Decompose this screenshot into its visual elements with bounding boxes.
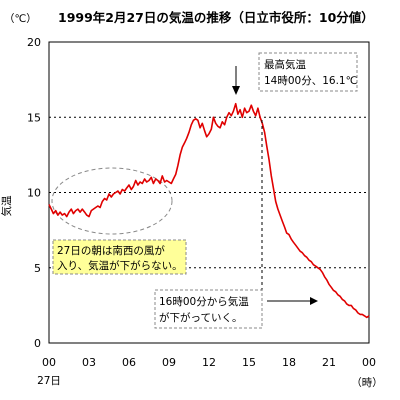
morning-annotation-line2: 入り、気温が下がらない。: [57, 259, 183, 272]
x-tick-label: 00: [362, 356, 376, 369]
y-unit-label: （℃）: [4, 13, 37, 25]
x-tick-label: 21: [322, 356, 336, 369]
max-arrow-icon: [232, 66, 240, 95]
x-tick-label: 09: [162, 356, 176, 369]
x-unit-label: （時）: [351, 377, 383, 389]
drop-annotation: 16時00分から気温 が下がっていく。: [154, 289, 263, 329]
drop-annotation-line2: が下がっていく。: [159, 311, 242, 324]
y-axis-label: 気温: [0, 195, 13, 216]
x-tick-labels: 00 03 06 09 12 15 18 21 00: [42, 356, 376, 369]
morning-highlight-ellipse: [51, 167, 173, 235]
x-tick-label: 18: [282, 356, 296, 369]
morning-annotation-line1: 27日の朝は南西の風が: [57, 244, 165, 257]
y-tick-labels: 0 5 10 15 20: [27, 36, 41, 350]
max-annotation-line2: 14時00分、16.1℃: [264, 75, 357, 87]
grid-lines: [49, 116, 369, 269]
x-tick-label: 06: [122, 356, 136, 369]
morning-annotation: 27日の朝は南西の風が 入り、気温が下がらない。: [52, 239, 187, 275]
max-temp-annotation: 最高気温 14時00分、16.1℃: [258, 52, 358, 92]
max-annotation-line1: 最高気温: [264, 58, 306, 71]
y-tick-label: 5: [34, 262, 41, 275]
x-tick-label: 00: [42, 356, 56, 369]
y-tick-label: 0: [34, 337, 41, 350]
x-tick-label: 03: [82, 356, 96, 369]
drop-arrow-icon: [267, 297, 318, 305]
series-line: [48, 102, 370, 319]
chart-title: 1999年2月27日の気温の推移（日立市役所：10分値）: [58, 10, 374, 25]
date-label: 27日: [37, 375, 61, 387]
drop-annotation-line1: 16時00分から気温: [159, 295, 249, 308]
y-tick-label: 20: [27, 36, 41, 49]
x-tick-label: 12: [202, 356, 216, 369]
y-tick-label: 15: [27, 111, 41, 124]
y-tick-label: 10: [27, 187, 41, 200]
x-tick-label: 15: [242, 356, 256, 369]
